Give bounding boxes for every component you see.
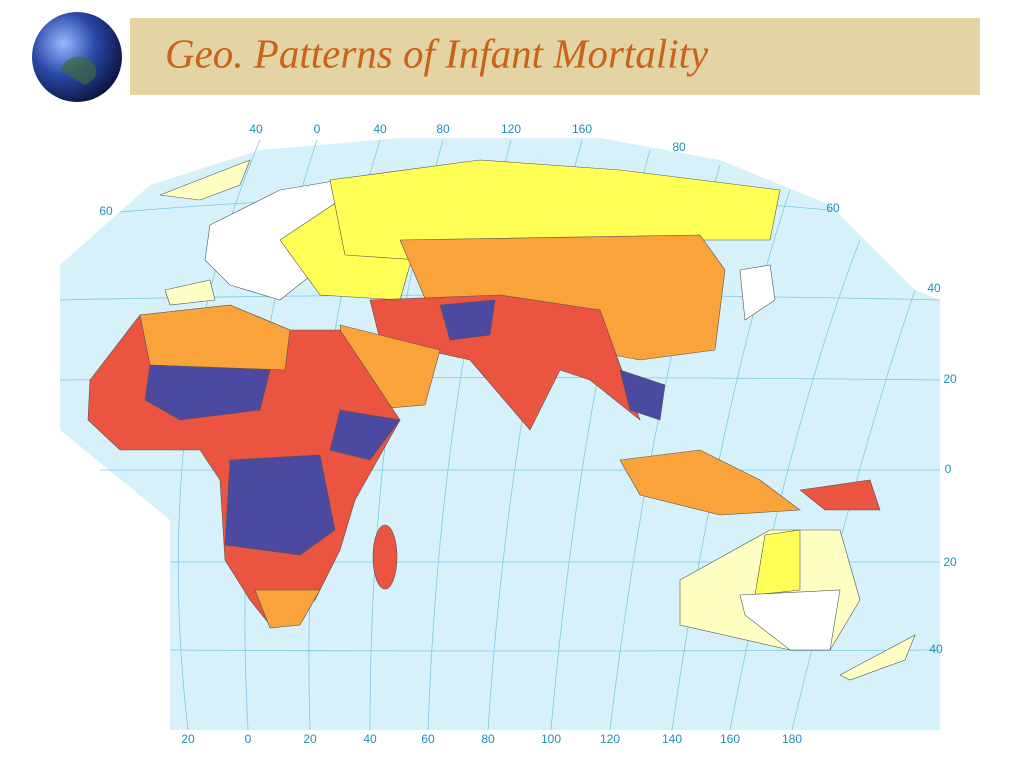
graticule-label: 80: [672, 140, 686, 154]
southeast-australia: [739, 589, 841, 651]
sahel: [144, 364, 271, 421]
graticule-label: 40: [249, 122, 263, 136]
japan: [739, 264, 776, 321]
graticule-label: 20: [181, 732, 195, 746]
afghanistan: [439, 299, 496, 341]
russia: [329, 159, 781, 261]
graticule-label: 0: [945, 462, 952, 476]
graticule-label: 180: [782, 732, 802, 746]
graticule-label: 20: [303, 732, 317, 746]
globe-land: [60, 56, 97, 85]
laos: [619, 369, 666, 421]
ethiopia: [329, 409, 401, 461]
graticule-label: 80: [436, 122, 450, 136]
graticule-label: 160: [720, 732, 740, 746]
graticule-label: 100: [541, 732, 561, 746]
graticule-label: 60: [99, 204, 113, 218]
graticule-label: 120: [600, 732, 620, 746]
greenland: [159, 159, 251, 201]
north-africa: [139, 304, 291, 371]
iberia: [164, 279, 216, 306]
graticule-label: 40: [927, 281, 941, 295]
graticule-label: 120: [501, 122, 521, 136]
graticule-label: 140: [662, 732, 682, 746]
header-banner: [130, 18, 980, 95]
graticule-label: 40: [363, 732, 377, 746]
graticule-label: 80: [481, 732, 495, 746]
central-africa: [224, 454, 336, 556]
northern-territory: [754, 529, 801, 596]
graticule-label: 20: [943, 555, 957, 569]
map: [59, 138, 941, 731]
graticule-label: 60: [421, 732, 435, 746]
graticule-label: 0: [245, 732, 252, 746]
graticule-label: 20: [943, 372, 957, 386]
indonesia: [619, 449, 801, 516]
graticule-label: 0: [314, 122, 321, 136]
papua: [799, 479, 881, 511]
graticule-label: 160: [572, 122, 592, 136]
graticule-label: 40: [373, 122, 387, 136]
new-zealand: [839, 634, 916, 681]
graticule-label: 40: [929, 642, 943, 656]
title: Geo. Patterns of Infant Mortality: [165, 30, 709, 76]
graticule-label: 60: [826, 201, 840, 215]
madagascar: [372, 524, 398, 590]
south-africa: [254, 589, 321, 629]
